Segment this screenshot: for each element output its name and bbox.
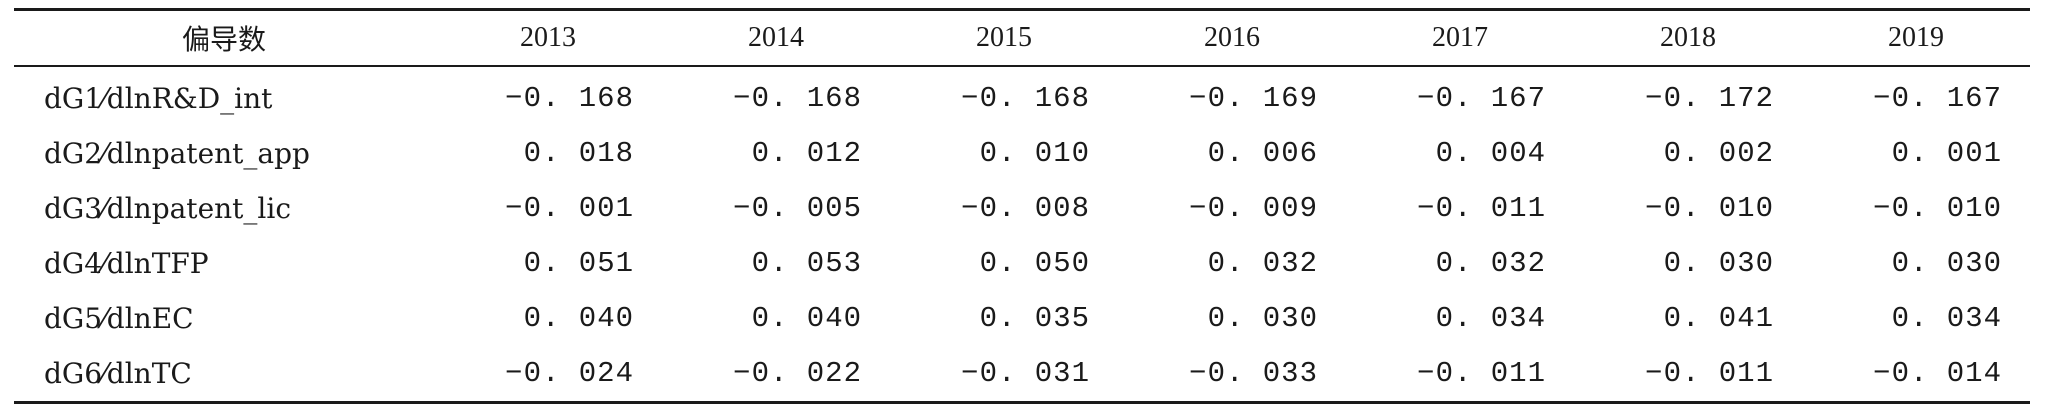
header-row: 偏导数 2013 2014 2015 2016 2017 2018 2019 — [14, 9, 2030, 66]
table-cell: −0. 168 — [505, 82, 634, 115]
table-cell: 0. 053 — [751, 247, 862, 280]
table-cell: −0. 011 — [1417, 192, 1546, 225]
table-cell: 0. 040 — [523, 302, 634, 335]
table-cell: 0. 012 — [751, 137, 862, 170]
table-cell: −0. 011 — [1645, 357, 1774, 390]
table-cell: −0. 172 — [1645, 82, 1774, 115]
table-cell: 0. 030 — [1207, 302, 1318, 335]
table-cell: 0. 004 — [1435, 137, 1546, 170]
table-cell: −0. 168 — [733, 82, 862, 115]
table-row: dG3⁄dlnpatent_lic −0. 001 −0. 005 −0. 00… — [14, 181, 2030, 236]
table-cell: 0. 006 — [1207, 137, 1318, 170]
table-cell: −0. 167 — [1417, 82, 1546, 115]
table-cell: 0. 030 — [1663, 247, 1774, 280]
table-cell: 0. 032 — [1207, 247, 1318, 280]
table-row: dG6⁄dlnTC −0. 024 −0. 022 −0. 031 −0. 03… — [14, 346, 2030, 403]
table-cell: −0. 010 — [1645, 192, 1774, 225]
year-header: 2015 — [976, 22, 1032, 53]
table-cell: −0. 001 — [505, 192, 634, 225]
row-label: dG6⁄dlnTC — [44, 357, 192, 390]
table-row: dG2⁄dlnpatent_app 0. 018 0. 012 0. 010 0… — [14, 126, 2030, 181]
table-cell: −0. 024 — [505, 357, 634, 390]
table-cell: −0. 031 — [961, 357, 1090, 390]
table-cell: 0. 035 — [979, 302, 1090, 335]
table-row: dG1⁄dlnR&D_int −0. 168 −0. 168 −0. 168 −… — [14, 66, 2030, 126]
table-cell: 0. 034 — [1435, 302, 1546, 335]
table-row: dG4⁄dlnTFP 0. 051 0. 053 0. 050 0. 032 0… — [14, 236, 2030, 291]
table-cell: −0. 005 — [733, 192, 862, 225]
year-header: 2013 — [520, 22, 576, 53]
table-row: dG5⁄dlnEC 0. 040 0. 040 0. 035 0. 030 0.… — [14, 291, 2030, 346]
table-cell: −0. 008 — [961, 192, 1090, 225]
year-header: 2018 — [1660, 22, 1716, 53]
corner-header: 偏导数 — [181, 23, 266, 56]
table-cell: −0. 167 — [1873, 82, 2002, 115]
table-cell: 0. 032 — [1435, 247, 1546, 280]
table-cell: 0. 010 — [979, 137, 1090, 170]
table-cell: 0. 001 — [1891, 137, 2002, 170]
table-cell: −0. 011 — [1417, 357, 1546, 390]
table-cell: 0. 051 — [523, 247, 634, 280]
row-label: dG1⁄dlnR&D_int — [44, 82, 273, 115]
table-cell: 0. 018 — [523, 137, 634, 170]
table-cell: 0. 041 — [1663, 302, 1774, 335]
year-header: 2014 — [748, 22, 804, 53]
row-label: dG2⁄dlnpatent_app — [44, 137, 310, 170]
year-header: 2019 — [1888, 22, 1944, 53]
table-cell: 0. 050 — [979, 247, 1090, 280]
table-cell: −0. 022 — [733, 357, 862, 390]
table-cell: 0. 040 — [751, 302, 862, 335]
derivative-table-container: 偏导数 2013 2014 2015 2016 2017 2018 2019 d… — [14, 8, 2030, 404]
table-cell: −0. 169 — [1189, 82, 1318, 115]
row-label: dG4⁄dlnTFP — [44, 247, 209, 280]
table-cell: 0. 030 — [1891, 247, 2002, 280]
year-header: 2017 — [1432, 22, 1488, 53]
table-cell: 0. 034 — [1891, 302, 2002, 335]
table-cell: −0. 010 — [1873, 192, 2002, 225]
table-cell: −0. 033 — [1189, 357, 1318, 390]
table-cell: 0. 002 — [1663, 137, 1774, 170]
partial-derivative-table: 偏导数 2013 2014 2015 2016 2017 2018 2019 d… — [14, 8, 2030, 404]
table-cell: −0. 014 — [1873, 357, 2002, 390]
year-header: 2016 — [1204, 22, 1260, 53]
table-cell: −0. 168 — [961, 82, 1090, 115]
table-cell: −0. 009 — [1189, 192, 1318, 225]
row-label: dG3⁄dlnpatent_lic — [44, 192, 292, 225]
row-label: dG5⁄dlnEC — [44, 302, 194, 335]
